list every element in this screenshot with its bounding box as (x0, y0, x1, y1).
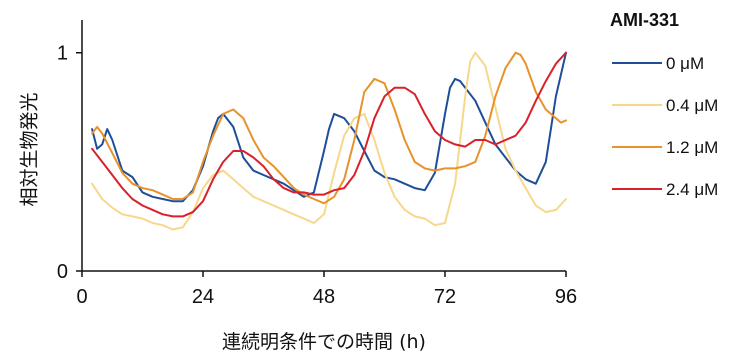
legend: AMI-331 0 μM 0.4 μM 1.2 μM 2.4 μM (610, 10, 718, 199)
legend-label-2: 1.2 μM (666, 138, 718, 157)
y-tick-label: 1 (57, 43, 68, 65)
y-tick-label: 0 (57, 261, 68, 283)
x-axis-title: 連続明条件での時間 (h) (222, 331, 426, 353)
legend-title: AMI-331 (610, 10, 679, 30)
axes (82, 20, 566, 271)
legend-label-3: 2.4 μM (666, 180, 718, 199)
legend-label-0: 0 μM (666, 54, 704, 73)
x-tick-label: 72 (434, 286, 456, 308)
x-tick-label: 48 (313, 286, 335, 308)
plot-lines (92, 53, 566, 230)
y-axis-title: 相対生物発光 (19, 92, 41, 206)
series-line-3 (92, 53, 566, 217)
x-tick-label: 96 (555, 286, 577, 308)
x-tick-label: 24 (192, 286, 214, 308)
x-tick-label: 0 (76, 286, 87, 308)
ticks: 0 24 48 72 96 0 1 (57, 43, 577, 308)
legend-label-1: 0.4 μM (666, 96, 718, 115)
series-line-0 (92, 53, 566, 202)
